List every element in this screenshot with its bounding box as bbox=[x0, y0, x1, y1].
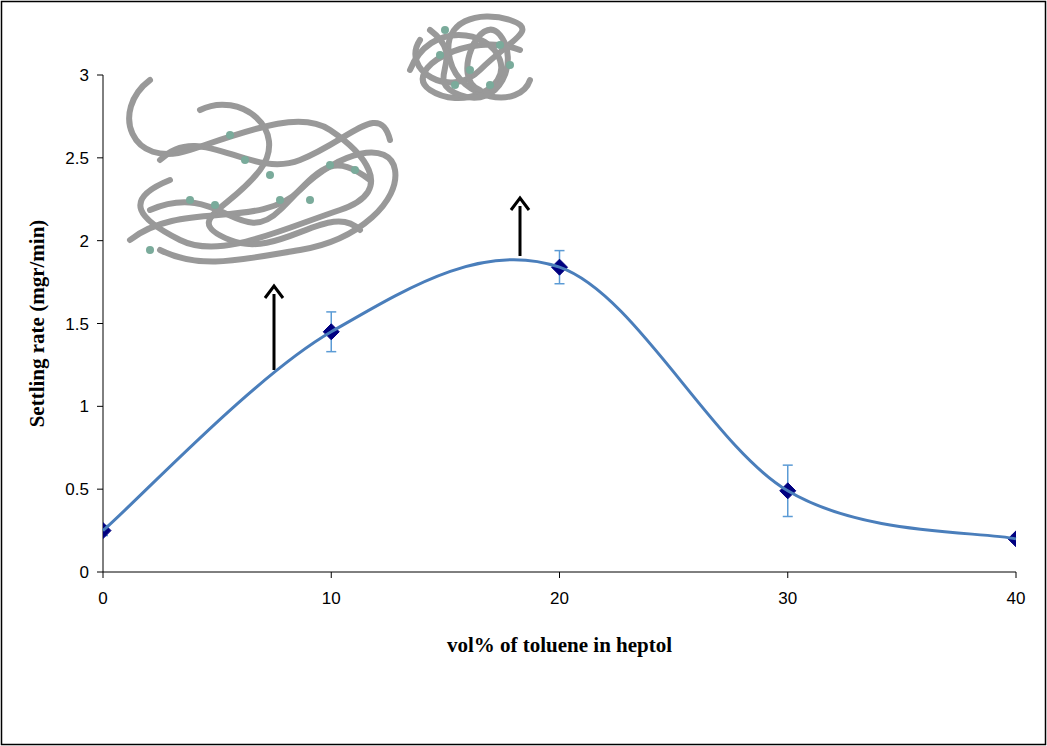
y-axis-title: Settling rate (mgr/min) bbox=[25, 220, 49, 428]
tangle bbox=[415, 16, 530, 97]
dot bbox=[241, 156, 249, 164]
illustration bbox=[129, 16, 530, 261]
dot bbox=[496, 41, 504, 49]
y-tick-label: 2.5 bbox=[65, 149, 89, 168]
error-cap bbox=[326, 351, 336, 353]
error-cap bbox=[555, 283, 565, 285]
arrow-head bbox=[265, 286, 283, 298]
arrow bbox=[273, 294, 276, 370]
chart: 00.511.522.53010203040vol% of toluene in… bbox=[0, 0, 1047, 746]
y-tick bbox=[97, 157, 103, 158]
x-tick-label: 20 bbox=[550, 589, 569, 608]
y-tick-label: 3 bbox=[80, 66, 89, 85]
arrow-head bbox=[511, 198, 529, 210]
dot bbox=[486, 81, 494, 89]
tangle bbox=[200, 105, 360, 244]
x-tick-label: 0 bbox=[98, 589, 107, 608]
y-tick bbox=[97, 75, 103, 76]
y-tick-label: 2 bbox=[80, 232, 89, 251]
dot bbox=[451, 81, 459, 89]
arrow bbox=[519, 206, 522, 256]
y-tick-label: 1 bbox=[80, 397, 89, 416]
y-tick bbox=[97, 406, 103, 407]
y-tick bbox=[97, 323, 103, 324]
tangle bbox=[430, 30, 508, 98]
x-tick bbox=[1016, 572, 1017, 578]
x-tick-label: 30 bbox=[778, 589, 797, 608]
x-tick bbox=[103, 572, 104, 578]
x-tick bbox=[331, 572, 332, 578]
x-tick bbox=[559, 572, 560, 578]
x-axis-title: vol% of toluene in heptol bbox=[447, 633, 672, 657]
error-cap bbox=[555, 250, 565, 252]
dot bbox=[266, 171, 274, 179]
plot bbox=[103, 251, 1016, 547]
tangle bbox=[150, 166, 370, 223]
y-tick bbox=[97, 572, 103, 573]
dot bbox=[226, 131, 234, 139]
y-tick-label: 0.5 bbox=[65, 480, 89, 499]
dot bbox=[441, 26, 449, 34]
dot bbox=[466, 66, 474, 74]
dot bbox=[351, 166, 359, 174]
error-cap bbox=[783, 516, 793, 518]
y-tick bbox=[97, 240, 103, 241]
y-tick-label: 0 bbox=[80, 563, 89, 582]
dot bbox=[306, 196, 314, 204]
dot bbox=[211, 201, 219, 209]
x-tick bbox=[787, 572, 788, 578]
y-tick-label: 1.5 bbox=[65, 315, 89, 334]
dot bbox=[506, 61, 514, 69]
dot bbox=[436, 51, 444, 59]
dot bbox=[146, 246, 154, 254]
y-tick bbox=[97, 489, 103, 490]
x-tick-label: 10 bbox=[322, 589, 341, 608]
frame bbox=[2, 2, 1046, 745]
error-cap bbox=[783, 464, 793, 466]
x-tick-label: 40 bbox=[1007, 589, 1026, 608]
error-cap bbox=[326, 311, 336, 313]
dot bbox=[276, 196, 284, 204]
dot bbox=[326, 161, 334, 169]
line bbox=[103, 259, 1016, 538]
dot bbox=[186, 196, 194, 204]
tangle bbox=[160, 123, 390, 164]
